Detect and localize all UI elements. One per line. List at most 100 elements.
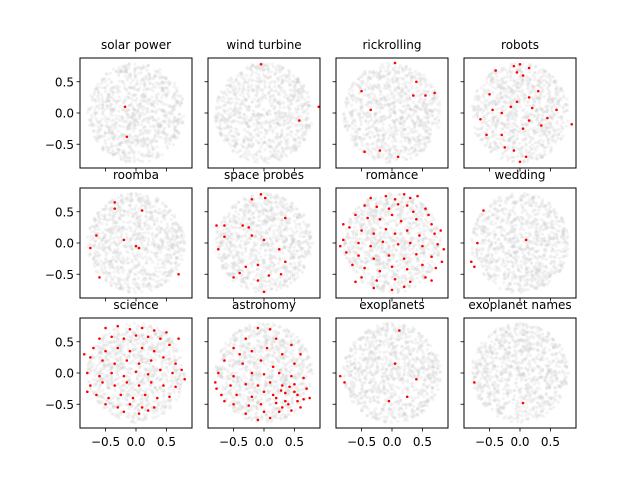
background-point [251,69,254,72]
background-point [538,69,541,72]
background-points [471,62,569,164]
background-point [115,151,118,154]
background-point [98,98,101,101]
highlight-point [500,134,503,137]
background-point [142,144,145,147]
background-point [379,66,382,69]
background-point [414,109,417,112]
background-point [106,274,109,277]
background-point [177,247,180,250]
background-point [401,116,404,119]
background-point [158,72,161,75]
background-point [291,80,294,83]
background-point [517,90,520,93]
background-point [267,91,270,94]
background-point [124,99,127,102]
background-point [282,74,285,77]
background-point [407,153,410,156]
background-point [232,120,235,123]
background-point [108,218,111,221]
background-point [407,149,410,152]
background-point [384,99,387,102]
background-point [89,253,92,256]
background-point [407,113,410,116]
background-point [155,200,158,203]
background-point [367,87,370,90]
background-point [508,122,511,125]
background-point [302,131,305,134]
background-point [145,210,148,213]
background-point [304,117,307,120]
background-point [247,109,250,112]
background-point [303,138,306,141]
background-point [406,132,409,135]
background-point [283,95,286,98]
background-point [367,122,370,125]
background-point [129,157,132,160]
highlight-point [519,160,522,163]
background-point [149,125,152,128]
background-point [257,89,260,92]
background-point [478,133,481,136]
background-point [511,98,514,101]
background-point [151,274,154,277]
background-point [392,80,395,83]
background-point [176,89,179,92]
background-point [361,81,364,84]
background-point [289,118,292,121]
background-point [271,120,274,123]
background-point [220,224,223,227]
background-point [473,126,476,129]
background-point [218,96,221,99]
background-point [380,106,383,109]
background-point [531,97,534,100]
background-point [172,229,175,232]
background-point [255,274,258,277]
background-point [543,83,546,86]
background-point [238,116,241,119]
background-point [111,129,114,132]
background-point [89,120,92,123]
background-point [141,232,144,235]
background-point [118,80,121,83]
background-point [260,95,263,98]
background-point [115,235,118,238]
background-point [380,120,383,123]
background-point [108,77,111,80]
background-point [485,81,488,84]
background-point [287,80,290,83]
background-point [126,285,129,288]
background-point [289,206,292,209]
background-point [115,286,118,289]
background-point [148,216,151,219]
background-point [293,90,296,93]
background-point [479,108,482,111]
background-point [354,124,357,127]
background-point [154,266,157,269]
background-point [126,156,129,159]
background-point [247,150,250,153]
background-point [156,263,159,266]
background-point [166,222,169,225]
background-point [378,111,381,114]
background-point [141,235,144,238]
background-point [541,90,544,93]
background-point [268,81,271,84]
background-point [366,151,369,154]
background-point [421,104,424,107]
highlight-point [485,134,488,137]
background-point [273,81,276,84]
background-point [347,101,350,104]
background-point [250,139,253,142]
background-point [549,150,552,153]
background-point [382,66,385,69]
background-point [416,153,419,156]
background-point [521,78,524,81]
background-point [407,104,410,107]
background-point [119,155,122,158]
background-point [278,93,281,96]
background-point [139,221,142,224]
highlight-point [135,245,138,248]
background-points [214,192,314,294]
background-point [111,217,114,220]
